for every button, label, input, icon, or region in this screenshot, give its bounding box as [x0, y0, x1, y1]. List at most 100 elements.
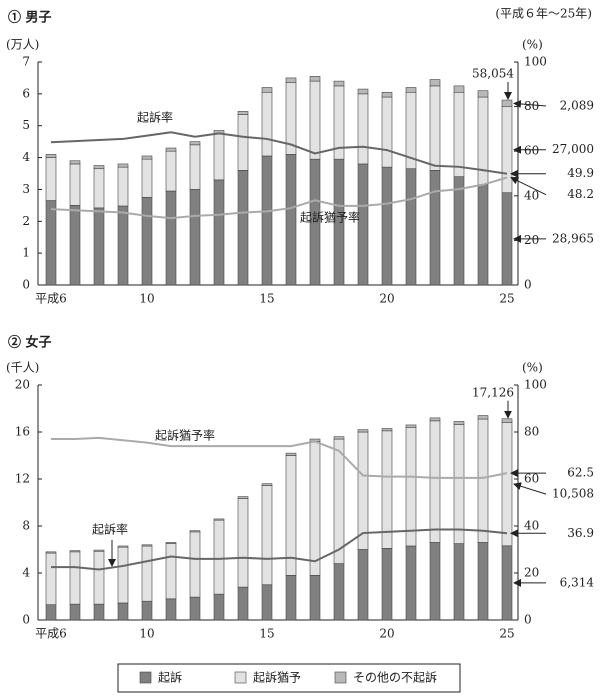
bar-segment [69, 551, 81, 605]
line-label: 起訴率 [137, 110, 173, 125]
line [50, 131, 508, 175]
panel-title: ① 男子 [8, 10, 52, 26]
y2-tick-label: 100 [524, 378, 547, 392]
bar-segment [165, 543, 177, 600]
bar-segment [117, 166, 129, 207]
bar-segment [285, 154, 297, 286]
bar-segment [501, 545, 513, 621]
x-tick-label: 25 [499, 292, 514, 306]
annotation: 62.5 [567, 466, 594, 480]
bar-segment [69, 163, 81, 206]
y2-tick-label: 60 [524, 472, 539, 486]
bar-segment [237, 586, 249, 621]
bar-segment [381, 548, 393, 621]
y-tick-label: 4 [22, 566, 30, 580]
bar-segment [237, 496, 249, 499]
bar-segment [453, 85, 465, 93]
line [50, 176, 508, 220]
legend-label: 起訴猶予 [253, 670, 301, 685]
legend-label: 起訴 [158, 670, 182, 685]
bar-segment [237, 498, 249, 588]
bar-segment [357, 93, 369, 165]
bar-segment [501, 422, 513, 547]
bar-segment [165, 150, 177, 192]
bar-segment [213, 518, 225, 521]
bar-segment [405, 87, 417, 93]
bar-segment [357, 549, 369, 621]
bar-segment [285, 575, 297, 621]
y-tick-label: 8 [22, 519, 30, 533]
bar-segment [357, 431, 369, 550]
bar-segment [333, 436, 345, 440]
y2-tick-label: 0 [524, 278, 532, 292]
bar-segment [477, 90, 489, 98]
bar-segment [429, 420, 441, 543]
annotation: 10,508 [552, 487, 594, 501]
bar-segment [477, 542, 489, 621]
bar-segment [69, 550, 81, 553]
bar-segment [477, 184, 489, 286]
bar-segment [309, 76, 321, 82]
bar-segment [213, 179, 225, 286]
bar-segment [117, 205, 129, 286]
bar-segment [453, 176, 465, 286]
x-tick-label: 15 [259, 292, 274, 306]
bar-segment [405, 168, 417, 286]
bar-segment [405, 426, 417, 547]
y2-tick-label: 80 [524, 425, 539, 439]
bar-segment [189, 189, 201, 286]
bar-segment [501, 192, 513, 286]
y-tick-label: 2 [22, 214, 30, 228]
x-tick-label: 15 [259, 627, 274, 641]
bar-segment [261, 485, 273, 586]
y-tick-label: 1 [22, 246, 30, 260]
bar-segment [117, 545, 129, 548]
bar-segment [261, 87, 273, 93]
bar-segment [261, 584, 273, 621]
line [51, 528, 508, 571]
bar-segment [93, 165, 105, 170]
bar-segment [429, 170, 441, 286]
line-label: 起訴猶予率 [300, 210, 360, 225]
bar-segment [309, 441, 321, 576]
bar-segment [141, 155, 153, 160]
bar-segment [477, 418, 489, 543]
bar-segment [141, 158, 153, 198]
bar-segment [117, 163, 129, 168]
bar-segment [261, 91, 273, 157]
bar-segment [477, 415, 489, 420]
bar-segment [45, 551, 57, 554]
bar-segment [357, 88, 369, 95]
bar-segment [45, 552, 57, 606]
annotation: 48.2 [567, 187, 594, 201]
bar-segment [285, 77, 297, 84]
bar-segment [69, 160, 81, 165]
bar-segment [165, 542, 177, 544]
y-tick-label: 20 [15, 378, 30, 392]
legend-box [117, 663, 461, 693]
annotation: 36.9 [567, 526, 594, 540]
x-tick-label: 10 [139, 292, 154, 306]
bar-segment [93, 168, 105, 209]
bar-segment [141, 197, 153, 286]
bar-segment [333, 563, 345, 621]
bar-segment [189, 531, 201, 598]
y2-axis-label: (%) [522, 38, 543, 52]
bar-segment [285, 452, 297, 456]
bar-segment [93, 549, 105, 552]
bar-segment [45, 200, 57, 286]
annotation: 6,314 [560, 575, 595, 589]
y2-tick-label: 80 [524, 99, 539, 113]
y-axis-label: (万人) [6, 38, 39, 52]
y-tick-label: 16 [15, 425, 30, 439]
x-tick-label: 平成6 [35, 627, 67, 641]
x-tick-label: 平成6 [35, 292, 67, 306]
y2-tick-label: 0 [524, 613, 532, 627]
bar-segment [237, 114, 249, 171]
bar-segment [309, 575, 321, 621]
legend-label: その他の不起訴 [353, 670, 437, 685]
bar-segment [189, 144, 201, 190]
bar-segment [45, 157, 57, 201]
bar-segment [189, 530, 201, 533]
